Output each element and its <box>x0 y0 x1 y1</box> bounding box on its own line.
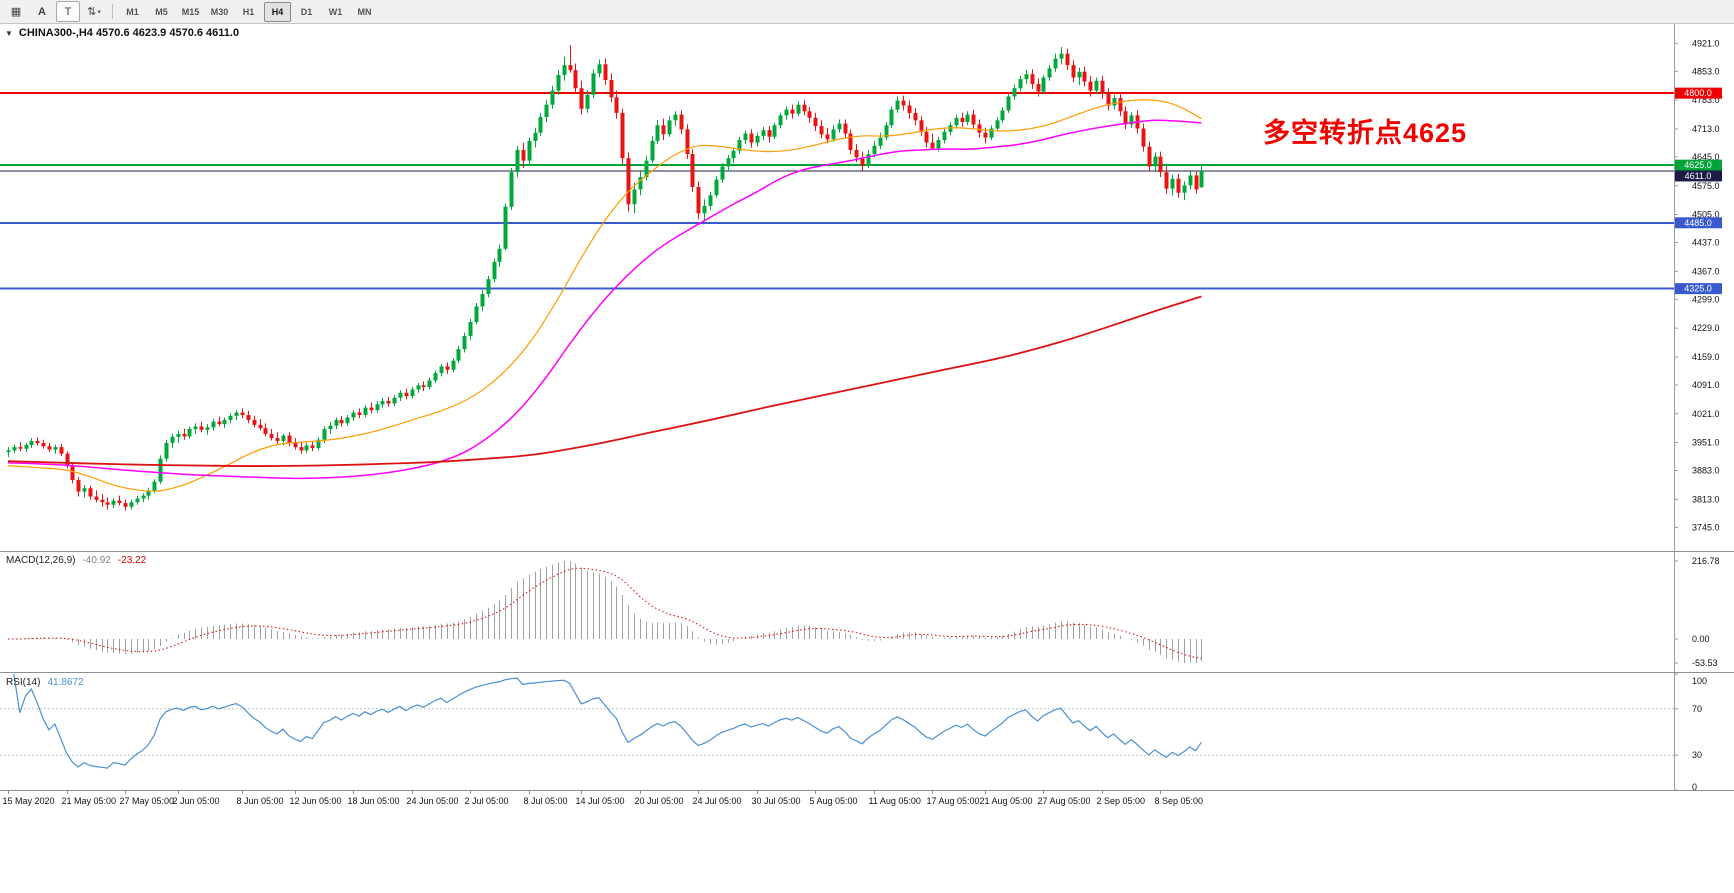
svg-text:24 Jun 05:00: 24 Jun 05:00 <box>407 796 459 806</box>
svg-text:4505.0: 4505.0 <box>1692 210 1720 220</box>
svg-text:3883.0: 3883.0 <box>1692 466 1720 476</box>
svg-text:4021.0: 4021.0 <box>1692 409 1720 419</box>
svg-text:4575.0: 4575.0 <box>1692 181 1720 191</box>
candles-layer <box>6 44 1204 511</box>
svg-text:216.78: 216.78 <box>1692 556 1720 566</box>
rsi-axis: 100 70 30 0 <box>1674 673 1707 792</box>
svg-text:4800.0: 4800.0 <box>1684 88 1712 98</box>
macd-label: MACD(12,26,9) -40.92 -23.22 <box>6 555 146 566</box>
horizontal-lines <box>0 92 1674 290</box>
chevron-down-icon: ▾ <box>97 8 101 16</box>
svg-text:4645.0: 4645.0 <box>1692 152 1720 162</box>
ma-slow-line <box>7 295 1202 467</box>
svg-text:15 May 2020: 15 May 2020 <box>3 796 55 806</box>
rsi-pane <box>0 673 1674 769</box>
svg-text:2 Sep 05:00: 2 Sep 05:00 <box>1097 796 1146 806</box>
timeframe-m1[interactable]: M1 <box>126 6 139 17</box>
svg-text:4091.0: 4091.0 <box>1692 380 1720 390</box>
cursor-tool-icon: ⇅ <box>87 6 97 18</box>
collapse-arrow-icon[interactable]: ▼ <box>5 28 13 38</box>
svg-text:4437.0: 4437.0 <box>1692 238 1720 248</box>
svg-text:4367.0: 4367.0 <box>1692 266 1720 276</box>
svg-text:11 Aug 05:00: 11 Aug 05:00 <box>869 796 921 806</box>
text-label-button[interactable]: A <box>30 1 54 22</box>
text-tool-button[interactable]: T <box>56 1 80 22</box>
cursor-tool-button[interactable]: ⇅ ▾ <box>82 1 106 22</box>
svg-text:20 Jul 05:00: 20 Jul 05:00 <box>635 796 684 806</box>
rsi-value: 41.8672 <box>47 677 84 688</box>
svg-text:4485.0: 4485.0 <box>1684 218 1712 228</box>
svg-text:70: 70 <box>1692 704 1702 714</box>
macd-pane <box>7 561 1202 663</box>
svg-text:18 Jun 05:00: 18 Jun 05:00 <box>348 796 400 806</box>
time-axis[interactable]: 15 May 2020 21 May 05:00 27 May 05:002 Jun… <box>0 790 1734 806</box>
macd-value-signal: -23.22 <box>117 555 147 566</box>
svg-text:8 Sep 05:00: 8 Sep 05:00 <box>1155 796 1204 806</box>
svg-text:8 Jul 05:00: 8 Jul 05:00 <box>524 796 568 806</box>
chart-grid-button[interactable]: ▦ <box>4 1 28 22</box>
axis-price-labels: 4800.0 4625.0 4485.0 4325.0 4611.0 <box>1675 87 1722 295</box>
svg-text:3813.0: 3813.0 <box>1692 494 1720 504</box>
price-axis[interactable]: 4921.0 4853.0 4783.0 4713.0 4645.0 4575.0 4505… <box>1674 24 1720 790</box>
quote-line: ▼ CHINA300-,H4 4570.6 4623.9 4570.6 4611… <box>5 27 239 39</box>
chart-grid-icon: ▦ <box>10 6 22 18</box>
macd-axis: 216.78 0.00 -53.53 <box>1674 556 1720 668</box>
svg-text:5 Aug 05:00: 5 Aug 05:00 <box>810 796 858 806</box>
svg-text:12 Jun 05:00: 12 Jun 05:00 <box>290 796 342 806</box>
timeframe-w1[interactable]: W1 <box>328 6 343 17</box>
svg-text:4325.0: 4325.0 <box>1684 284 1712 294</box>
svg-text:21 May 05:00: 21 May 05:00 <box>62 796 117 806</box>
svg-text:4299.0: 4299.0 <box>1692 294 1720 304</box>
ma-medium-line <box>7 119 1202 480</box>
timeframe-m5[interactable]: M5 <box>155 6 168 17</box>
svg-text:27 Aug 05:00: 27 Aug 05:00 <box>1038 796 1091 806</box>
text-label-icon: A <box>38 5 46 18</box>
svg-text:0.00: 0.00 <box>1692 634 1710 644</box>
timeframe-m30[interactable]: M30 <box>210 6 229 17</box>
timeframe-d1[interactable]: D1 <box>300 6 313 17</box>
svg-text:4853.0: 4853.0 <box>1692 66 1720 76</box>
svg-text:0: 0 <box>1692 782 1697 792</box>
rsi-label: RSI(14) 41.8672 <box>6 677 84 688</box>
svg-text:4159.0: 4159.0 <box>1692 352 1720 362</box>
rsi-name: RSI(14) <box>6 677 41 688</box>
svg-text:27 May 05:00: 27 May 05:00 <box>120 796 175 806</box>
svg-text:4625.0: 4625.0 <box>1684 160 1712 170</box>
svg-text:30: 30 <box>1692 750 1702 760</box>
timeframe-h4[interactable]: H4 <box>264 1 291 22</box>
svg-text:100: 100 <box>1692 676 1707 686</box>
svg-text:17 Aug 05:00: 17 Aug 05:00 <box>927 796 980 806</box>
macd-name: MACD(12,26,9) <box>6 555 76 566</box>
svg-text:2 Jun 05:00: 2 Jun 05:00 <box>173 796 220 806</box>
svg-text:21 Aug 05:00: 21 Aug 05:00 <box>980 796 1033 806</box>
pane-separators <box>0 551 1734 673</box>
svg-text:24 Jul 05:00: 24 Jul 05:00 <box>693 796 742 806</box>
quote-text: CHINA300-,H4 4570.6 4623.9 4570.6 4611.0 <box>18 27 240 39</box>
chart-canvas[interactable]: 4921.0 4853.0 4783.0 4713.0 4645.0 4575.0 4505… <box>0 24 1734 893</box>
svg-text:2 Jul 05:00: 2 Jul 05:00 <box>465 796 509 806</box>
svg-text:3951.0: 3951.0 <box>1692 438 1720 448</box>
toolbar: ▦ A T ⇅ ▾ M1 M5 M15 M30 H1 H4 D1 W1 MN <box>0 0 1734 24</box>
svg-text:8 Jun 05:00: 8 Jun 05:00 <box>237 796 284 806</box>
toolbar-separator <box>112 4 113 19</box>
svg-text:14 Jul 05:00: 14 Jul 05:00 <box>576 796 625 806</box>
svg-text:4921.0: 4921.0 <box>1692 38 1720 48</box>
svg-text:4713.0: 4713.0 <box>1692 124 1720 134</box>
timeframe-mn[interactable]: MN <box>357 6 372 17</box>
turning-point-annotation[interactable]: 多空转折点4625 <box>1263 118 1468 148</box>
macd-value-main: -40.92 <box>82 555 111 566</box>
svg-text:4229.0: 4229.0 <box>1692 323 1720 333</box>
ma-fast-line <box>7 99 1202 492</box>
timeframe-h1[interactable]: H1 <box>242 6 255 17</box>
svg-text:4783.0: 4783.0 <box>1692 95 1720 105</box>
timeframe-m15[interactable]: M15 <box>181 6 200 17</box>
svg-text:30 Jul 05:00: 30 Jul 05:00 <box>752 796 801 806</box>
text-tool-icon: T <box>64 5 72 18</box>
svg-text:-53.53: -53.53 <box>1692 658 1718 668</box>
svg-text:4611.0: 4611.0 <box>1685 171 1712 181</box>
svg-text:3745.0: 3745.0 <box>1692 522 1720 532</box>
